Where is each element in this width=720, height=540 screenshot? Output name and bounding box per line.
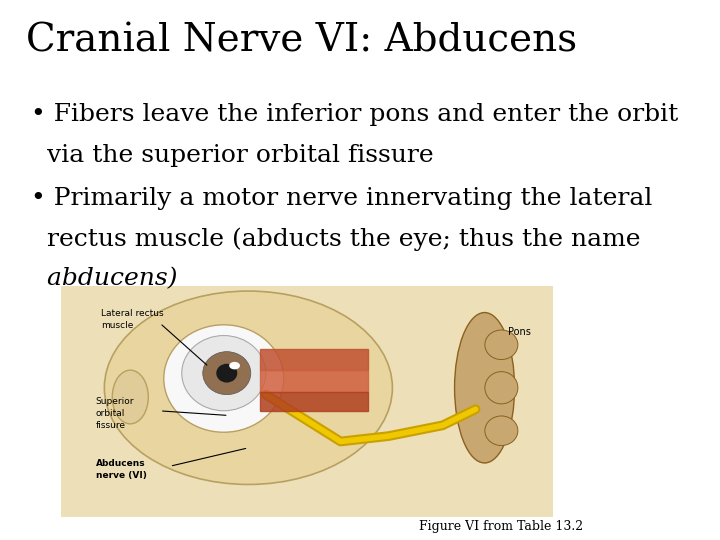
FancyBboxPatch shape — [61, 286, 554, 517]
Ellipse shape — [229, 362, 240, 369]
Ellipse shape — [181, 335, 266, 411]
Ellipse shape — [112, 370, 148, 424]
Ellipse shape — [485, 416, 518, 446]
Text: abducens): abducens) — [32, 267, 178, 291]
Polygon shape — [260, 349, 368, 370]
Text: • Fibers leave the inferior pons and enter the orbit: • Fibers leave the inferior pons and ent… — [32, 104, 679, 126]
Text: nerve (VI): nerve (VI) — [96, 471, 147, 480]
Polygon shape — [260, 392, 368, 411]
Ellipse shape — [104, 291, 392, 484]
Text: Cranial Nerve VI: Abducens: Cranial Nerve VI: Abducens — [26, 23, 577, 60]
Ellipse shape — [216, 364, 238, 382]
Text: rectus muscle (abducts the eye; thus the name: rectus muscle (abducts the eye; thus the… — [32, 227, 641, 251]
Text: fissure: fissure — [96, 421, 126, 430]
Ellipse shape — [163, 325, 284, 432]
Text: Superior: Superior — [96, 397, 135, 406]
Ellipse shape — [454, 313, 515, 463]
Text: Lateral rectus: Lateral rectus — [101, 309, 163, 318]
Text: Figure VI from Table 13.2: Figure VI from Table 13.2 — [419, 520, 583, 533]
Text: via the superior orbital fissure: via the superior orbital fissure — [32, 144, 434, 167]
Polygon shape — [260, 370, 368, 392]
Text: orbital: orbital — [96, 409, 125, 418]
Text: Abducens: Abducens — [96, 460, 145, 468]
Ellipse shape — [485, 330, 518, 360]
Ellipse shape — [485, 372, 518, 404]
Text: Pons: Pons — [508, 327, 531, 338]
Text: • Primarily a motor nerve innervating the lateral: • Primarily a motor nerve innervating th… — [32, 187, 653, 210]
Ellipse shape — [203, 352, 251, 395]
Text: muscle: muscle — [101, 321, 133, 330]
